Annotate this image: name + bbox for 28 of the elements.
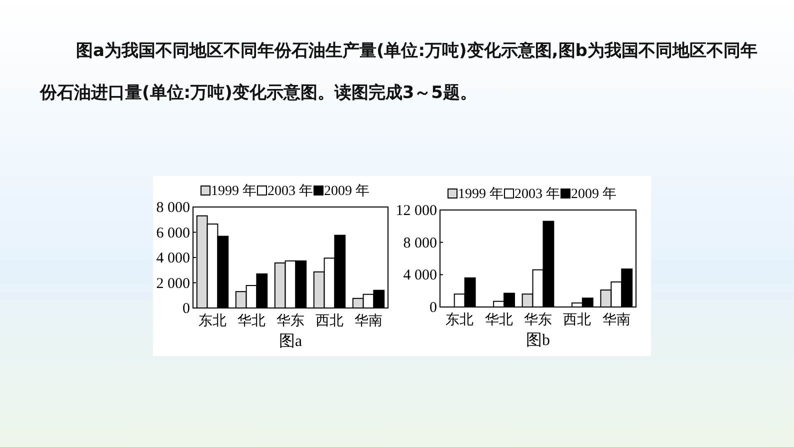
y-tick-label: 12 000 bbox=[396, 203, 437, 219]
legend-label: 1999 年 bbox=[211, 183, 256, 199]
y-tick-label: 4 000 bbox=[403, 268, 437, 284]
x-tick-label: 华东 bbox=[276, 313, 304, 329]
x-axis-title: 图b bbox=[526, 332, 550, 349]
text: 图a为我国不同地区不同年份石油生产量(单位:万吨)变化示意图,图b为我国不同地区不同年份石油进口量(单位:万吨)变化示意图。读图完成3～5题。 bbox=[40, 41, 758, 103]
y-tick-label: 0 bbox=[182, 301, 190, 317]
legend-label: 2003 年 bbox=[268, 183, 313, 199]
y-tick-label: 2 000 bbox=[156, 276, 190, 292]
x-tick-label: 东北 bbox=[198, 313, 226, 329]
legend-label: 2009 年 bbox=[571, 186, 616, 202]
legend-label: 2009 年 bbox=[324, 183, 370, 199]
x-tick-label: 西北 bbox=[316, 313, 344, 329]
y-tick-label: 4 000 bbox=[156, 250, 190, 266]
legend-label: 2003 年 bbox=[514, 186, 560, 202]
x-tick-label: 东北 bbox=[446, 312, 474, 328]
y-tick-label: 0 bbox=[430, 300, 437, 316]
x-tick-label: 华东 bbox=[524, 312, 552, 328]
y-tick-label: 6 000 bbox=[156, 225, 190, 242]
x-tick-label: 华南 bbox=[354, 313, 382, 329]
y-tick-label: 8 000 bbox=[403, 235, 437, 252]
x-tick-label: 华北 bbox=[238, 313, 266, 329]
x-tick-label: 西北 bbox=[563, 312, 592, 328]
legend-label: 1999 年 bbox=[458, 186, 504, 202]
x-tick-label: 华北 bbox=[484, 312, 513, 328]
y-tick-label: 8 000 bbox=[156, 200, 190, 216]
x-tick-label: 华南 bbox=[602, 312, 630, 328]
x-axis-title: 图a bbox=[278, 333, 302, 350]
